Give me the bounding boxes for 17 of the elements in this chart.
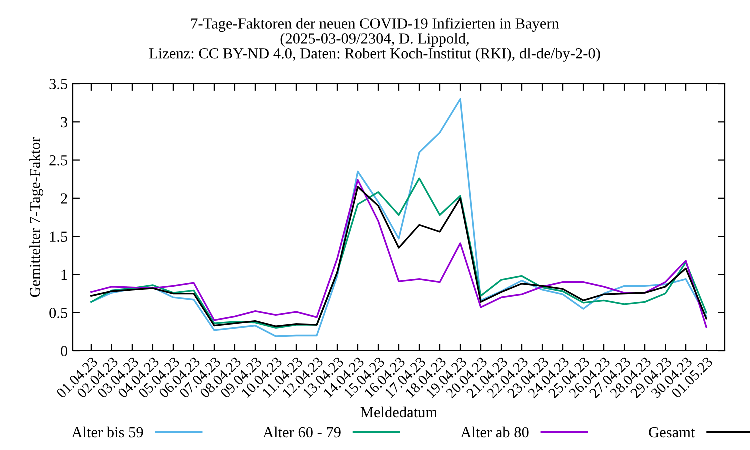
chart-title: 7-Tage-Faktoren der neuen COVID-19 Infizierten in Bayern: [192, 18, 560, 32]
y-tick-label: 1.5: [50, 232, 68, 242]
legend-label: Gesamt: [649, 427, 696, 438]
legend-label: Alter 60 - 79: [263, 426, 341, 438]
legend-label: Alter ab 80: [460, 426, 529, 438]
legend-label: Alter bis 59: [72, 426, 144, 438]
y-tick-label: 2.5: [50, 155, 68, 166]
line-series: [90, 98, 708, 338]
chart-subtitle: (2025-03-09/2304, D. Lippold, Lizenz: CC BY-ND 4.0, Daten: Robert Koch-Institut (RKI), dl-de/by-2-0): [150, 33, 600, 62]
y-axis-title: Gemittelter 7-Tage-Faktor: [30, 137, 44, 298]
y-tick-label: 0: [61, 346, 68, 356]
x-axis-title: Meldedatum: [360, 406, 438, 418]
y-tick-label: 2: [61, 194, 68, 204]
y-tick-label: 3.5: [50, 79, 68, 90]
y-tick-label: 1: [62, 270, 68, 280]
y-tick-label: 3: [61, 117, 68, 128]
y-tick-label: 0.5: [50, 308, 68, 318]
